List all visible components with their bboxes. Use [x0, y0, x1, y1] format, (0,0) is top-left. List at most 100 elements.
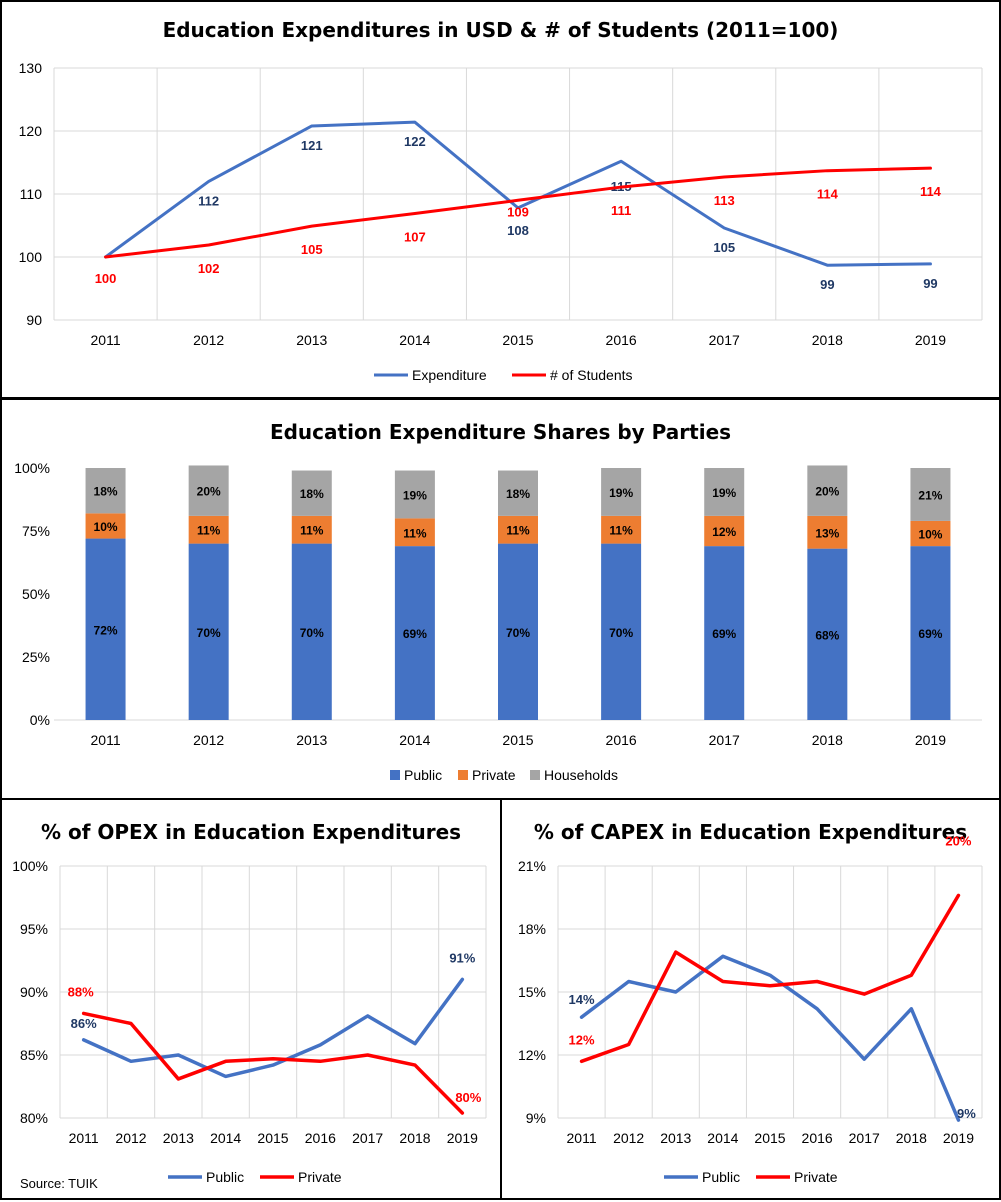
series-line--of-students — [104, 166, 932, 259]
y-tick-label: 95% — [20, 921, 48, 937]
bar-private — [601, 515, 642, 544]
series-line-private — [81, 1011, 465, 1115]
data-label: 70% — [609, 626, 633, 640]
y-tick-label: 75% — [22, 523, 50, 539]
data-label: 69% — [712, 627, 736, 641]
x-tick-label: 2013 — [163, 1130, 194, 1146]
data-label: 18% — [94, 485, 118, 499]
legend-label: # of Students — [550, 367, 633, 383]
data-label: 11% — [300, 524, 324, 538]
x-tick-label: 2012 — [115, 1130, 146, 1146]
x-tick-label: 2015 — [754, 1130, 785, 1146]
y-tick-label: 120 — [19, 123, 43, 139]
legend-label: Households — [544, 767, 618, 783]
data-label: 20% — [945, 833, 971, 848]
x-tick-label: 2014 — [399, 732, 430, 748]
data-label: 20% — [197, 485, 221, 499]
data-label: 10% — [918, 528, 942, 542]
y-tick-label: 110 — [20, 186, 43, 202]
legend-label: Private — [794, 1169, 838, 1185]
data-label: 69% — [403, 627, 427, 641]
data-label: 108 — [507, 223, 529, 238]
data-label: 20% — [815, 485, 839, 499]
data-label: 19% — [712, 486, 736, 500]
data-label: 102 — [198, 261, 220, 276]
bar-households — [498, 470, 538, 516]
series-line-private — [579, 893, 961, 1064]
line-chart-capex: 9% 12% 15% 18% 21% 2011 2012 2013 2014 2015 2016 20… — [518, 833, 983, 1185]
x-tick-label: 2011 — [567, 1130, 597, 1146]
x-tick-label: 2014 — [707, 1130, 738, 1146]
legend-label: Public — [206, 1169, 244, 1185]
x-tick-label: 2017 — [709, 732, 740, 748]
data-label: 114 — [920, 184, 942, 199]
bar-households — [807, 465, 848, 516]
bar-households — [601, 468, 642, 516]
x-tick-label: 2015 — [502, 732, 533, 748]
bar-private — [85, 513, 126, 539]
y-tick-label: 85% — [20, 1047, 48, 1063]
data-label: 113 — [714, 193, 735, 208]
data-label: 70% — [506, 626, 530, 640]
bar-private — [291, 515, 332, 544]
line-chart-expenditure-students: 90 100 110 120 130 2011 2012 2013 2014 2015 2016 20… — [19, 60, 983, 383]
legend-label: Public — [404, 767, 442, 783]
data-label: 69% — [918, 627, 942, 641]
data-label: 99 — [820, 277, 834, 292]
data-label: 11% — [403, 526, 427, 540]
data-label: 105 — [301, 242, 323, 257]
y-tick-label: 90% — [20, 984, 48, 1000]
data-label: 12% — [569, 1032, 595, 1047]
data-label: 14% — [569, 992, 595, 1007]
x-tick-label: 2018 — [812, 332, 843, 348]
bar-private — [704, 515, 745, 547]
x-tick-label: 2014 — [210, 1130, 241, 1146]
bar-private — [394, 518, 435, 547]
data-label: 10% — [94, 520, 118, 534]
y-tick-label: 80% — [20, 1110, 48, 1126]
data-label: 112 — [198, 193, 219, 208]
data-label: 11% — [197, 524, 221, 538]
chart-title: % of OPEX in Education Expenditures — [40, 820, 462, 844]
bar-public — [188, 543, 229, 720]
bar-households — [910, 468, 951, 521]
y-tick-label: 15% — [518, 984, 546, 1000]
series-line-public — [81, 977, 465, 1079]
bar-private — [188, 515, 229, 544]
bar-households — [291, 470, 332, 516]
bar-public — [394, 546, 435, 720]
data-label: 114 — [817, 187, 839, 202]
x-tick-label: 2016 — [802, 1130, 833, 1146]
data-label: 72% — [94, 623, 118, 637]
legend-swatch — [530, 770, 540, 780]
data-label: 70% — [197, 626, 221, 640]
y-tick-label: 100% — [12, 858, 48, 874]
source-note: Source: TUIK — [20, 1176, 98, 1191]
legend-label: Expenditure — [412, 367, 487, 383]
x-tick-label: 2016 — [606, 332, 637, 348]
panel-expenditure-vs-students: Education Expenditures in USD & # of Stu… — [0, 0, 1001, 399]
data-label: 107 — [404, 230, 426, 245]
data-label: 86% — [71, 1016, 97, 1031]
bar-private — [498, 515, 538, 544]
bar-households — [704, 468, 745, 516]
panel-capex: % of CAPEX in Education Expenditures 9% 1… — [500, 798, 1001, 1200]
x-tick-label: 2013 — [296, 332, 327, 348]
data-label: 70% — [300, 626, 324, 640]
y-tick-label: 12% — [518, 1047, 546, 1063]
x-tick-label: 2018 — [399, 1130, 430, 1146]
chart-title: % of CAPEX in Education Expenditures — [533, 820, 968, 844]
data-label: 19% — [609, 486, 633, 500]
x-tick-label: 2011 — [69, 1130, 99, 1146]
legend-label: Private — [298, 1169, 342, 1185]
bar-private — [807, 515, 848, 549]
data-label: 11% — [609, 524, 633, 538]
data-label: 99 — [923, 276, 937, 291]
bar-households — [394, 470, 435, 519]
x-tick-label: 2011 — [91, 732, 121, 748]
y-tick-label: 9% — [526, 1110, 546, 1126]
data-label: 121 — [301, 138, 323, 153]
data-label: 9% — [957, 1106, 976, 1121]
x-tick-label: 2019 — [943, 1130, 974, 1146]
x-tick-label: 2019 — [915, 332, 946, 348]
